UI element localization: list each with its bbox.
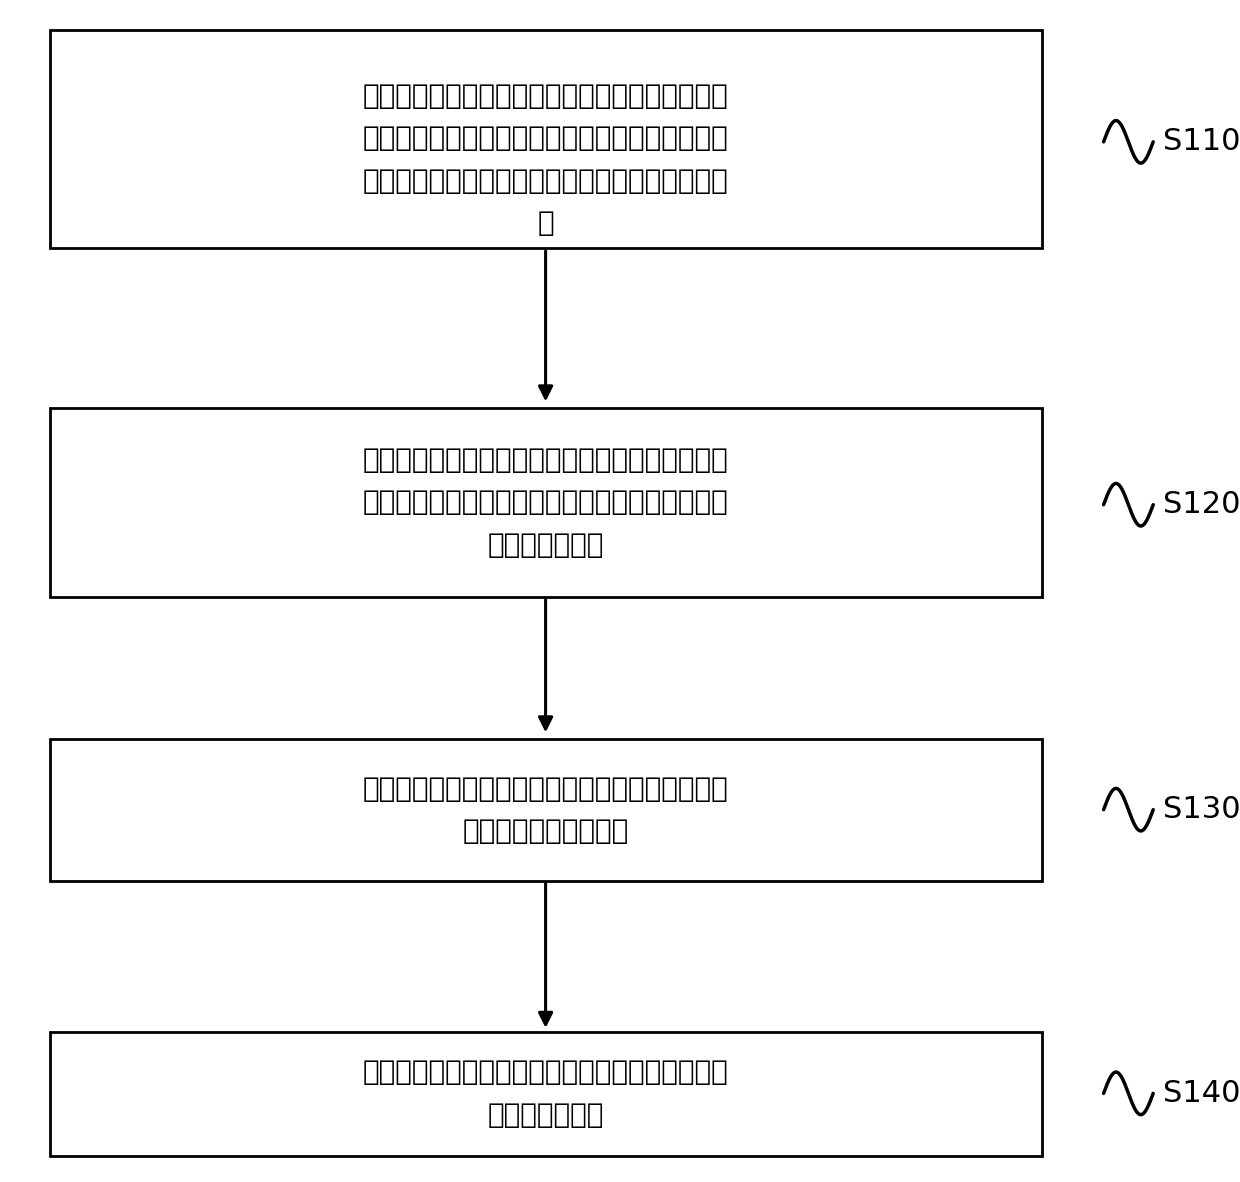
Text: S130: S130 [1163, 795, 1240, 824]
Text: S140: S140 [1163, 1079, 1240, 1108]
Text: 根据当前帧的相干性差值和差值跟踪值确定当前帧
的音频采集状态: 根据当前帧的相干性差值和差值跟踪值确定当前帧 的音频采集状态 [363, 1058, 728, 1129]
FancyBboxPatch shape [50, 30, 1042, 248]
Text: 根据第一相干系数与第二相干系数确定当前帧的相
干性差值和差值跟踪值: 根据第一相干系数与第二相干系数确定当前帧的相 干性差值和差值跟踪值 [363, 774, 728, 845]
FancyBboxPatch shape [50, 739, 1042, 881]
FancyBboxPatch shape [50, 408, 1042, 597]
FancyBboxPatch shape [50, 1032, 1042, 1156]
Text: S120: S120 [1163, 491, 1240, 519]
Text: S110: S110 [1163, 128, 1240, 156]
Text: 获取当前帧的远端信号和近端信号，并根据远端信
号与近端信号确定误差信号，其中，远端信号、近
端信号和误差信号为当前帧时域信号对应的频域信
号: 获取当前帧的远端信号和近端信号，并根据远端信 号与近端信号确定误差信号，其中，远… [363, 82, 728, 238]
Text: 根据远端信号、近端信号与误差信号确定近端信号
与误差信号的第一相干系数和远端信号与误差信号
的第二相干系数: 根据远端信号、近端信号与误差信号确定近端信号 与误差信号的第一相干系数和远端信号… [363, 446, 728, 559]
